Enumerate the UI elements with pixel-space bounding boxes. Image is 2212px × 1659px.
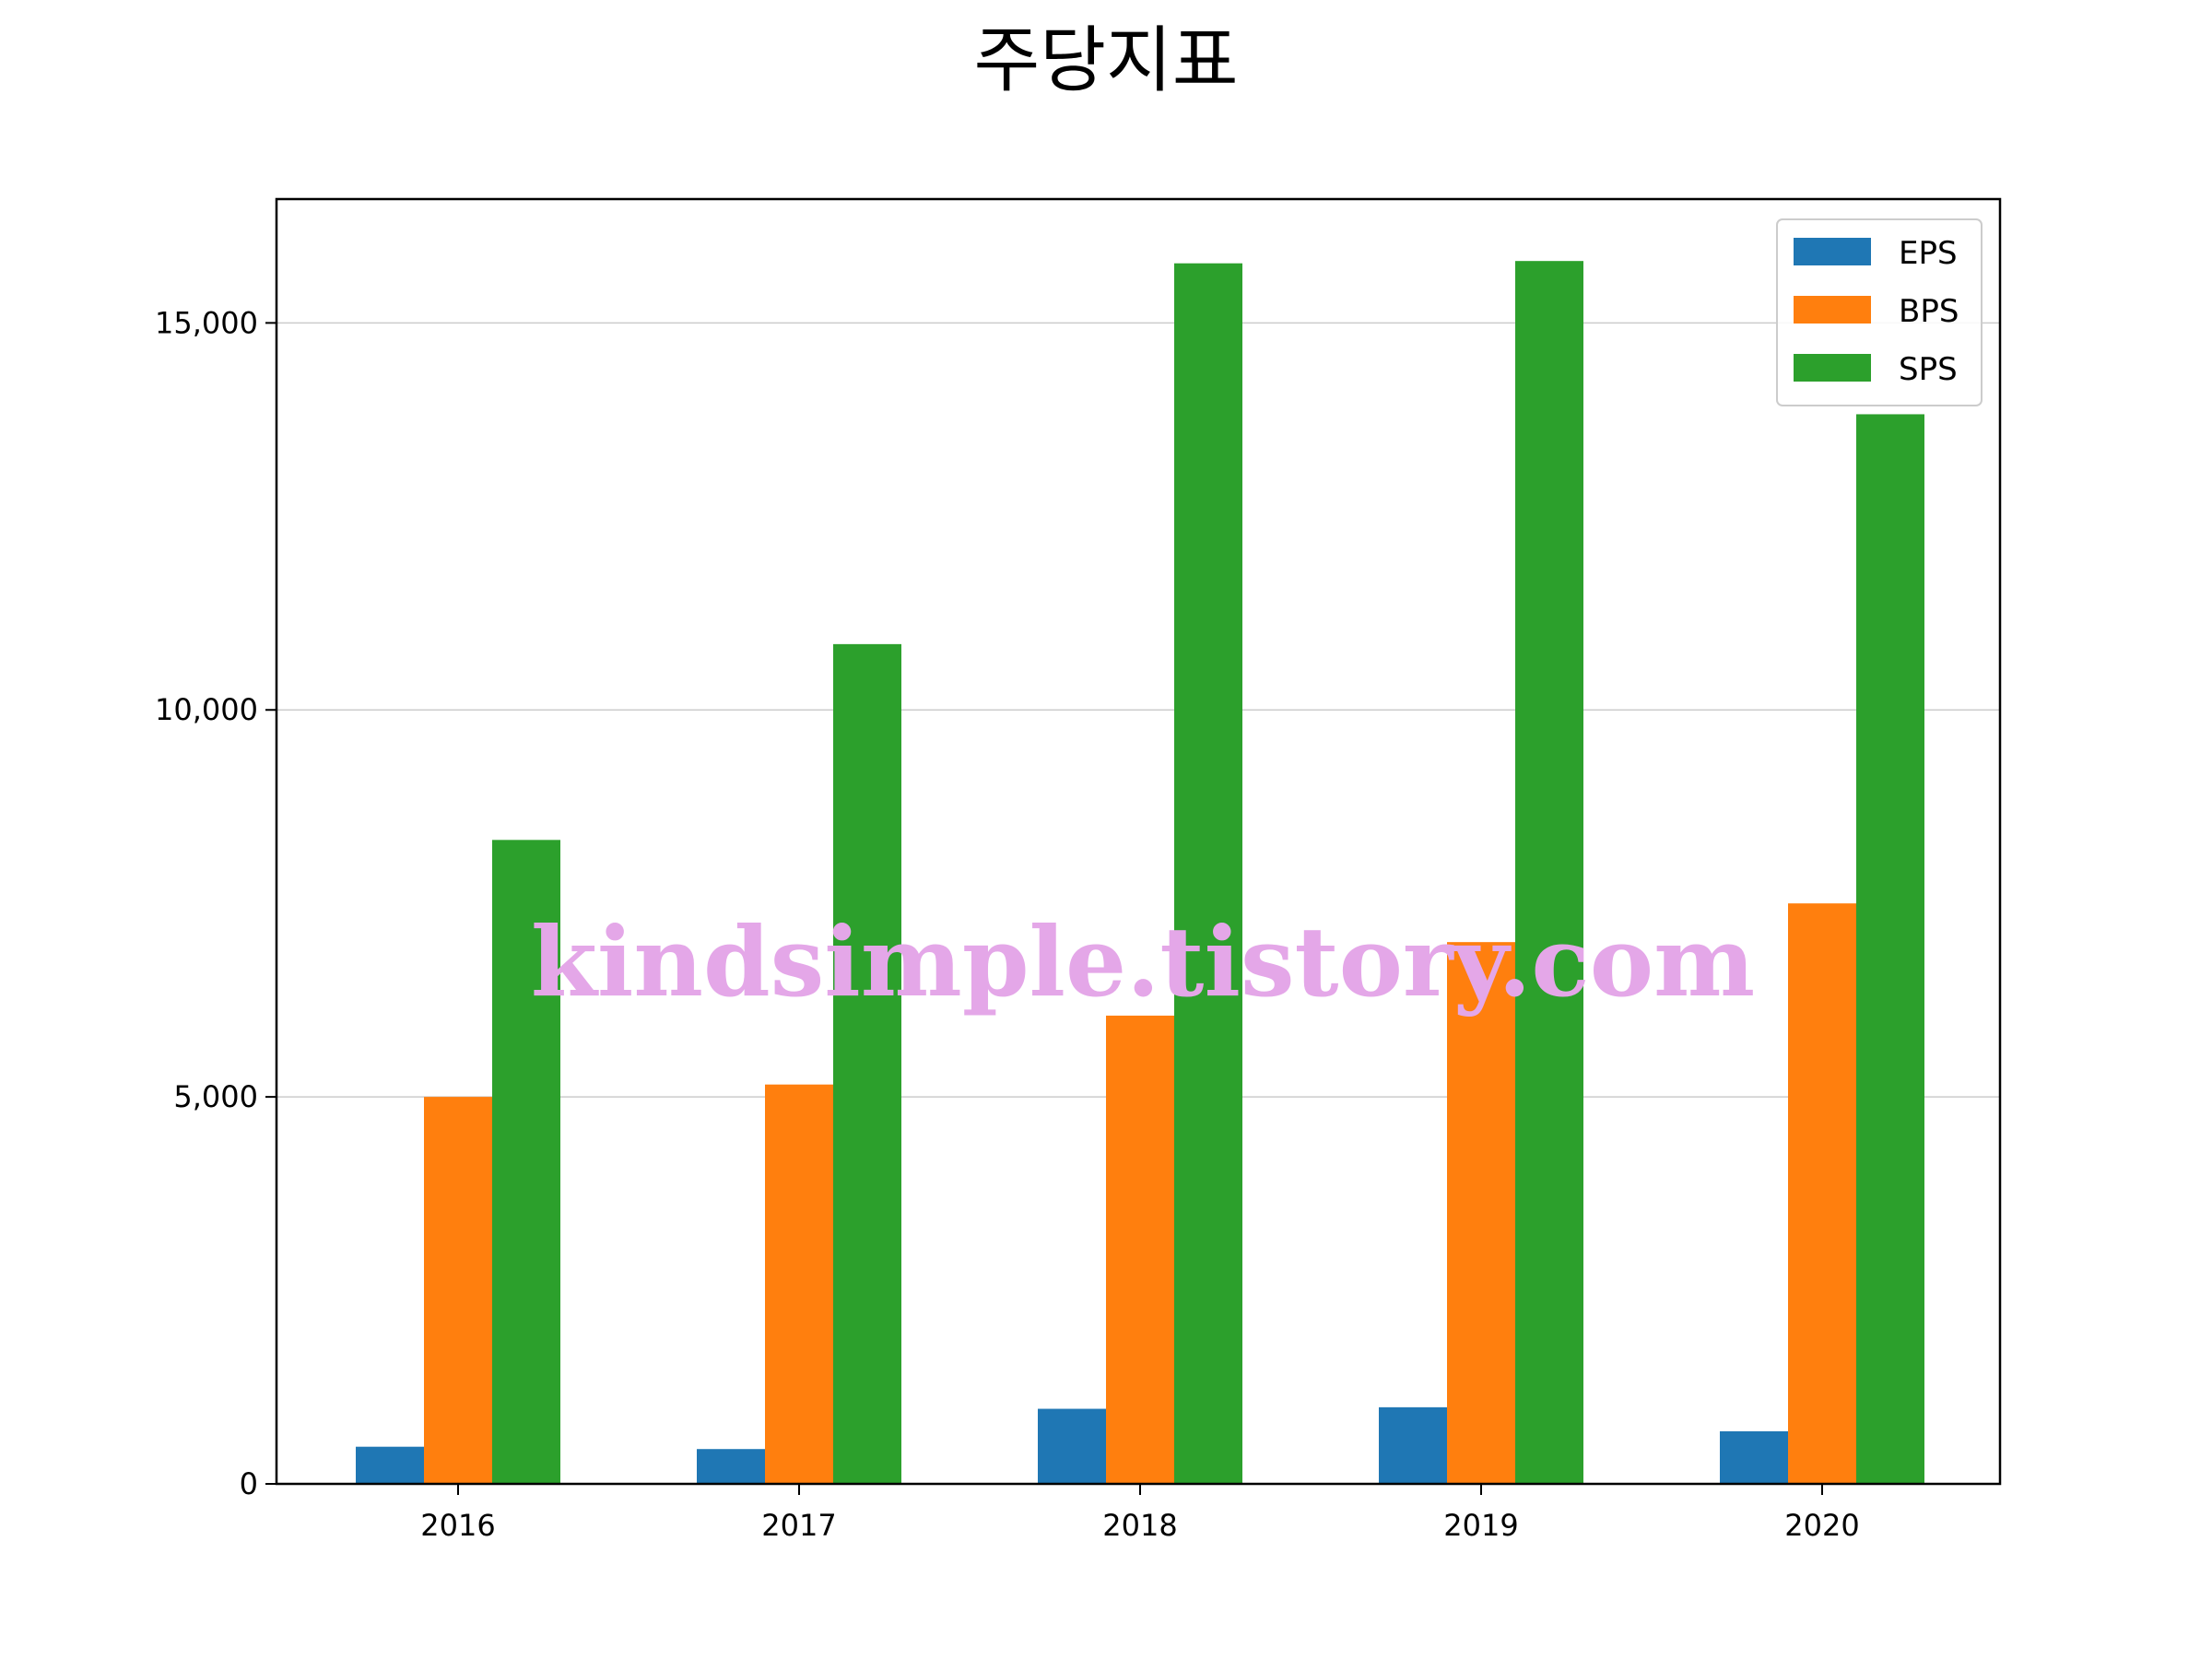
bar-eps-2020 — [1720, 1430, 1788, 1484]
bar-sps-2017 — [833, 643, 901, 1484]
legend-swatch-sps — [1794, 354, 1871, 382]
bar-eps-2019 — [1379, 1406, 1447, 1484]
bar-sps-2020 — [1856, 414, 1924, 1484]
bar-bps-2018 — [1106, 1015, 1174, 1484]
legend-swatch-bps — [1794, 296, 1871, 324]
bar-sps-2018 — [1174, 263, 1242, 1485]
bar-bps-2016 — [424, 1097, 492, 1484]
legend: EPS BPS SPS — [1776, 218, 1983, 406]
legend-label-sps: SPS — [1899, 351, 1958, 388]
y-tick-label: 0 — [240, 1466, 258, 1501]
y-tick-label: 5,000 — [173, 1079, 258, 1114]
y-axis: 0 5,000 10,000 15,000 — [155, 305, 276, 1501]
x-tick-label: 2019 — [1443, 1508, 1518, 1543]
bar-bps-2019 — [1447, 942, 1515, 1484]
bar-eps-2016 — [356, 1446, 424, 1484]
x-tick-label: 2018 — [1102, 1508, 1177, 1543]
x-tick-label: 2017 — [761, 1508, 836, 1543]
y-tick-label: 10,000 — [155, 692, 258, 727]
x-tick-label: 2020 — [1784, 1508, 1859, 1543]
bars — [356, 261, 1924, 1485]
chart-title: 주당지표 — [973, 19, 1238, 102]
y-tick-label: 15,000 — [155, 305, 258, 340]
watermark: kindsimple.tistory.com — [531, 905, 1755, 1018]
bar-eps-2017 — [697, 1449, 765, 1484]
bar-eps-2018 — [1038, 1408, 1106, 1484]
bar-bps-2020 — [1788, 903, 1856, 1484]
legend-swatch-eps — [1794, 238, 1871, 265]
bar-bps-2017 — [765, 1084, 833, 1484]
plot-frame — [275, 197, 2002, 1486]
bar-sps-2019 — [1515, 261, 1583, 1485]
legend-label-bps: BPS — [1899, 293, 1959, 330]
x-axis: 2016 2017 2018 2019 2020 — [420, 1484, 1860, 1543]
legend-label-eps: EPS — [1899, 235, 1958, 272]
bar-sps-2016 — [492, 840, 560, 1484]
x-tick-label: 2016 — [420, 1508, 495, 1543]
